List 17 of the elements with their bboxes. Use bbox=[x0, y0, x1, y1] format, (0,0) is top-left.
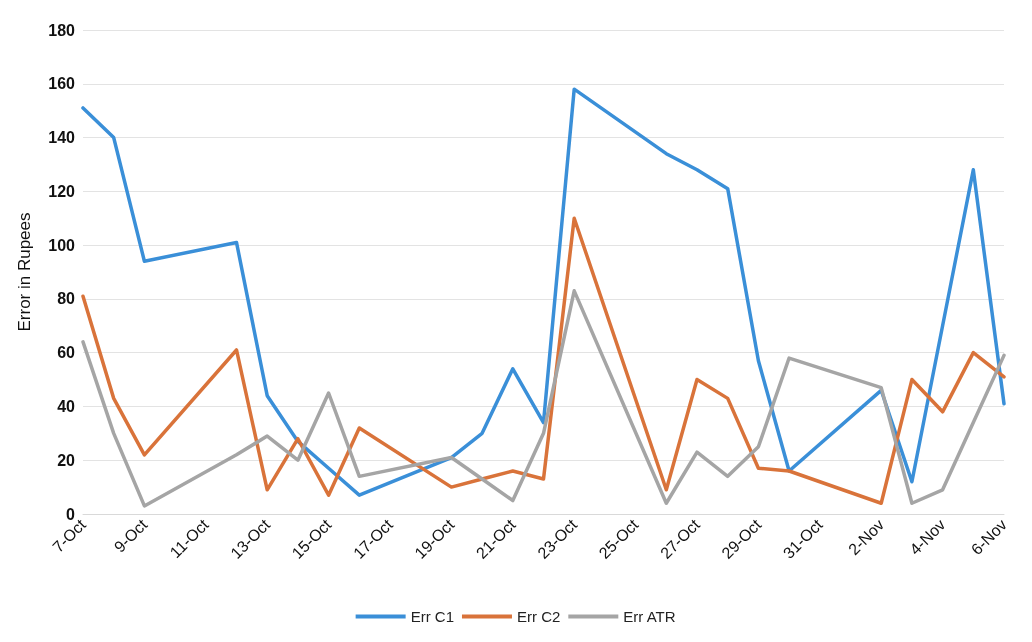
legend-label: Err C2 bbox=[516, 608, 561, 625]
y-tick-label: 160 bbox=[48, 75, 76, 93]
line-series bbox=[81, 87, 1006, 497]
y-tick-label: 60 bbox=[57, 344, 76, 362]
y-axis-title: Error in Rupees bbox=[15, 212, 34, 332]
legend-label: Err C1 bbox=[410, 608, 454, 625]
y-tick-label: 120 bbox=[48, 182, 76, 200]
y-tick-label: 0 bbox=[66, 505, 76, 523]
line-series bbox=[81, 216, 1006, 505]
line-series bbox=[81, 289, 1006, 508]
y-tick-label: 80 bbox=[57, 290, 76, 308]
y-tick-label: 100 bbox=[48, 236, 76, 254]
y-tick-label: 40 bbox=[57, 397, 76, 415]
y-tick-label: 140 bbox=[48, 129, 76, 147]
y-tick-label: 20 bbox=[57, 451, 76, 469]
y-tick-label: 180 bbox=[48, 21, 76, 39]
legend-label: Err ATR bbox=[623, 608, 676, 625]
